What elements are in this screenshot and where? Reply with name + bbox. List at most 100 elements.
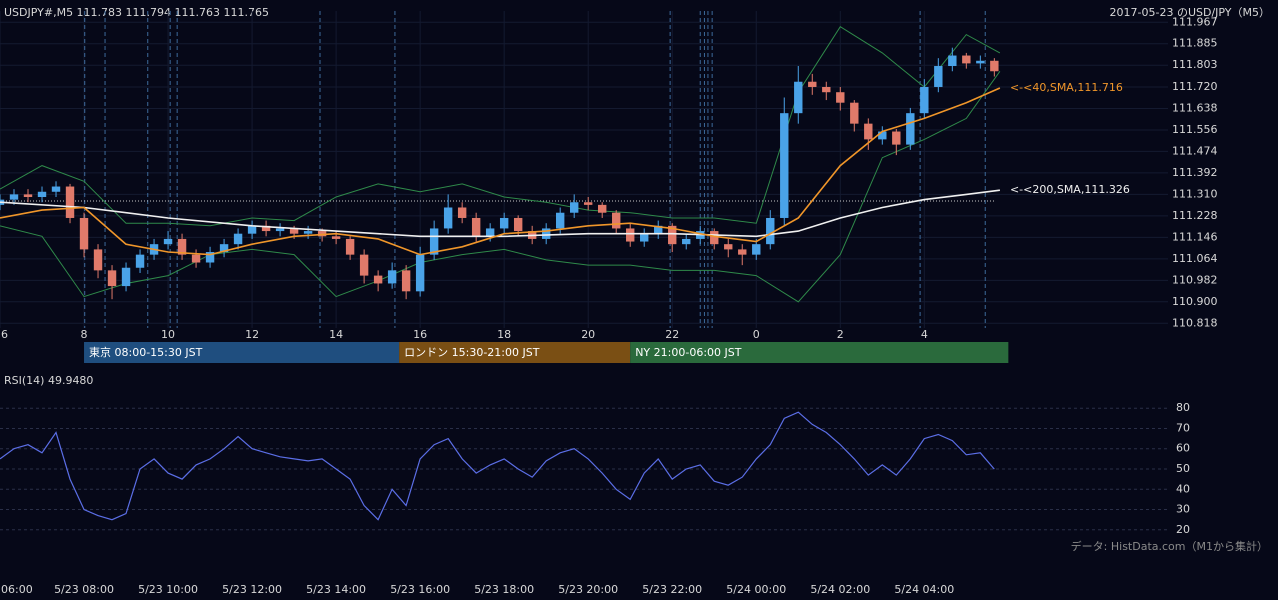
y-tick-label: 111.064 xyxy=(1172,252,1218,265)
candle-body xyxy=(51,186,61,192)
x-tick-label: 5/24 02:00 xyxy=(810,583,870,596)
y-tick-label: 30 xyxy=(1176,503,1190,516)
x-tick-label: 5/23 16:00 xyxy=(390,583,450,596)
candle-body xyxy=(850,102,859,124)
candle-body xyxy=(555,212,565,229)
candle-body xyxy=(107,270,117,287)
candle-body xyxy=(710,231,719,245)
y-tick-label: 111.474 xyxy=(1172,144,1218,157)
candle-body xyxy=(415,254,425,292)
y-tick-label: 60 xyxy=(1176,442,1190,455)
x-tick-label: 12 xyxy=(245,328,259,341)
x-tick-label: 4 xyxy=(921,328,928,341)
candle-body xyxy=(471,217,481,237)
price-title: USDJPY#,M5 111.783 111.794 111.763 111.7… xyxy=(4,6,269,19)
candle-body xyxy=(387,270,397,284)
candle-body xyxy=(205,252,215,263)
candle-body xyxy=(780,113,789,218)
x-tick-label: 5/23 22:00 xyxy=(642,583,702,596)
candle-body xyxy=(373,275,383,284)
candle-body xyxy=(569,202,579,213)
candle-body xyxy=(219,244,229,253)
y-tick-label: 111.720 xyxy=(1172,80,1218,93)
rsi-title: RSI(14) 49.9480 xyxy=(4,374,93,387)
y-tick-label: 111.638 xyxy=(1172,101,1218,114)
candle-body xyxy=(163,238,173,245)
y-tick-label: 111.228 xyxy=(1172,209,1218,222)
candle-body xyxy=(752,244,761,255)
candle-body xyxy=(121,267,131,287)
candle-body xyxy=(906,113,915,145)
data-source: データ: HistData.com（M1から集計） xyxy=(1071,539,1268,553)
session-label: ロンドン 15:30-21:00 JST xyxy=(404,346,540,359)
candle-body xyxy=(654,225,663,234)
candle-body xyxy=(261,225,271,232)
sma-label: <-<200,SMA,111.326 xyxy=(1010,183,1130,196)
x-tick-label: 5/24 04:00 xyxy=(894,583,954,596)
candle-body xyxy=(934,66,943,87)
candle-body xyxy=(920,86,929,114)
y-tick-label: 110.900 xyxy=(1172,295,1218,308)
band-upper xyxy=(0,26,1001,227)
candle-body xyxy=(724,244,733,250)
candle-body xyxy=(429,228,439,255)
candle-body xyxy=(275,228,285,232)
x-tick-label: 18 xyxy=(497,328,511,341)
band-lower xyxy=(0,71,1001,303)
candle-body xyxy=(359,254,369,276)
candle-body xyxy=(892,131,901,145)
candle-body xyxy=(640,233,649,242)
candle-body xyxy=(822,86,831,93)
x-tick-label: 6 xyxy=(1,328,8,341)
candle-body xyxy=(682,238,691,245)
candle-body xyxy=(499,217,509,229)
x-tick-label: 5/23 18:00 xyxy=(474,583,534,596)
candle-body xyxy=(191,254,201,263)
x-tick-label: 5/23 10:00 xyxy=(138,583,198,596)
candle-body xyxy=(612,212,621,229)
candle-body xyxy=(23,194,33,198)
x-tick-label: 5/23 08:00 xyxy=(54,583,114,596)
candle-body xyxy=(135,254,145,268)
y-tick-label: 111.803 xyxy=(1172,58,1218,71)
x-tick-label: 22 xyxy=(665,328,679,341)
candle-body xyxy=(766,217,775,245)
candle-body xyxy=(626,228,635,242)
y-tick-label: 111.146 xyxy=(1172,230,1218,243)
sma-line xyxy=(0,87,1001,256)
candle-body xyxy=(317,231,327,237)
x-tick-label: 14 xyxy=(329,328,343,341)
x-tick-label: 5/23 12:00 xyxy=(222,583,282,596)
candle-body xyxy=(457,207,467,218)
y-tick-label: 111.885 xyxy=(1172,37,1218,50)
candle-body xyxy=(513,217,523,232)
x-tick-label: 8 xyxy=(81,328,88,341)
candle-body xyxy=(177,238,187,255)
candle-body xyxy=(962,55,971,64)
candle-body xyxy=(401,270,411,292)
x-tick-label: 20 xyxy=(581,328,595,341)
candle-body xyxy=(598,204,607,213)
candle-body xyxy=(443,207,453,229)
candle-body xyxy=(948,55,957,67)
y-tick-label: 111.967 xyxy=(1172,15,1218,28)
candle-body xyxy=(584,202,593,205)
y-tick-label: 80 xyxy=(1176,401,1190,414)
session-bar xyxy=(399,342,631,363)
x-tick-label: 5/24 00:00 xyxy=(726,583,786,596)
y-tick-label: 111.310 xyxy=(1172,187,1218,200)
y-tick-label: 110.982 xyxy=(1172,273,1218,286)
candle-body xyxy=(289,228,299,234)
candle-body xyxy=(794,81,803,114)
y-tick-label: 70 xyxy=(1176,421,1190,434)
candle-body xyxy=(541,228,551,239)
candle-body xyxy=(668,225,677,245)
y-tick-label: 110.818 xyxy=(1172,316,1218,329)
candle-body xyxy=(836,92,845,103)
price-subtitle: 2017-05-23 のUSD/JPY（M5） xyxy=(1110,6,1270,19)
candle-body xyxy=(247,225,257,234)
y-tick-label: 111.556 xyxy=(1172,123,1218,136)
